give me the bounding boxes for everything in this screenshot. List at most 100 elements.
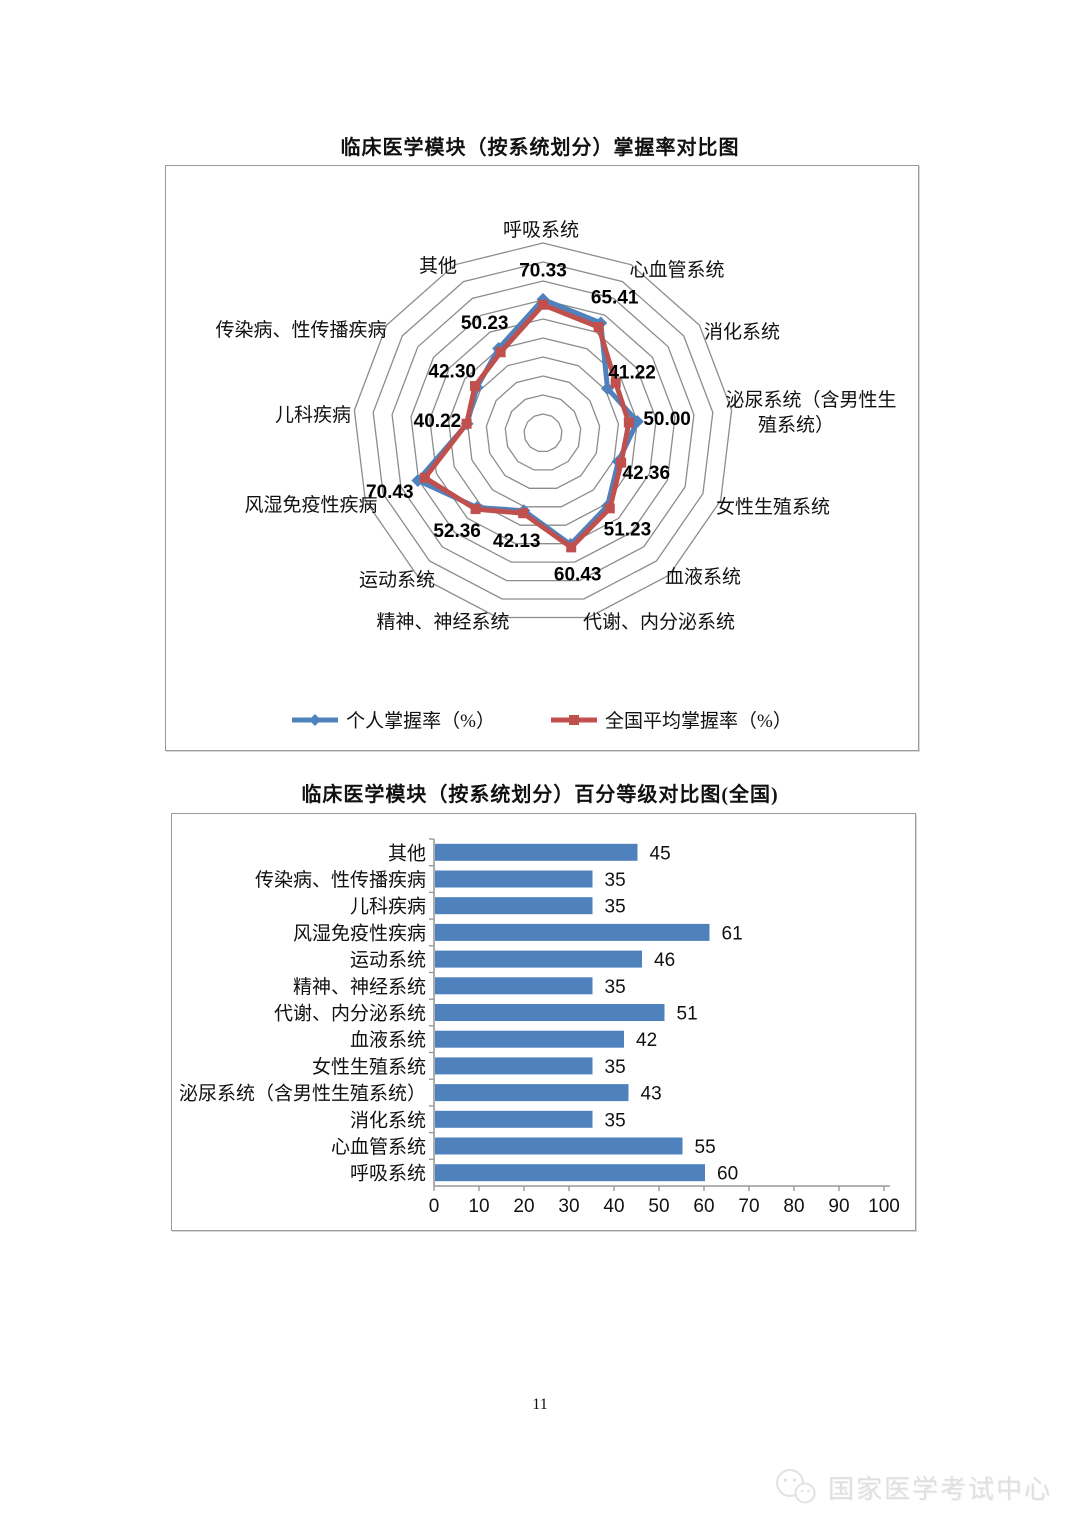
bar-category-label: 儿科疾病 <box>350 896 426 918</box>
radar-axis-label: 儿科疾病 <box>275 404 351 426</box>
x-axis-tick-label: 0 <box>429 1196 440 1217</box>
radar-axis-label: 心血管系统 <box>629 259 724 281</box>
radar-marker-square <box>623 417 634 428</box>
radar-data-label: 70.33 <box>519 260 567 281</box>
bar-value-label: 60 <box>717 1164 738 1185</box>
radar-plot: 70.33 65.41 41.22 50.00 42.36 51.23 60.43 42.13… <box>215 219 896 633</box>
bar-value-label: 45 <box>650 843 671 864</box>
bar-value-label: 55 <box>695 1137 716 1158</box>
radar-data-label: 40.22 <box>414 411 462 432</box>
bar-value-label: 35 <box>605 1057 626 1078</box>
bar-category-label: 消化系统 <box>350 1109 426 1131</box>
bar-category-label: 泌尿系统（含男性生殖系统） <box>179 1083 426 1105</box>
bar-category-label: 女性生殖系统 <box>312 1056 426 1078</box>
bar <box>435 1084 629 1102</box>
radar-marker-square <box>518 508 529 519</box>
bar <box>435 1110 593 1128</box>
radar-data-label: 42.13 <box>493 531 541 552</box>
x-axis-tick-label: 30 <box>558 1196 579 1217</box>
radar-data-label: 51.23 <box>604 519 652 540</box>
x-axis-tick-label: 40 <box>603 1196 624 1217</box>
radar-data-label: 70.43 <box>366 482 414 503</box>
radar-legend: 个人掌握率（%） 全国平均掌握率（%） <box>166 706 918 733</box>
legend-marker-personal-icon <box>292 713 339 726</box>
bar-category-label: 心血管系统 <box>331 1136 426 1158</box>
radar-gridline <box>410 299 676 563</box>
radar-chart: 70.33 65.41 41.22 50.00 42.36 51.23 60.43 42.13… <box>165 165 919 751</box>
x-axis-tick-label: 100 <box>868 1196 900 1217</box>
radar-gridline <box>429 318 657 545</box>
radar-marker-square <box>419 472 430 483</box>
radar-axis-label: 其他 <box>419 255 457 277</box>
radar-data-label: 42.36 <box>623 463 671 484</box>
radar-data-label: 50.23 <box>461 313 509 334</box>
radar-axis-label: 风湿免疫性疾病 <box>244 494 377 516</box>
radar-axis-label: 运动系统 <box>359 569 435 591</box>
page-number: 11 <box>532 1396 548 1413</box>
bar <box>435 950 642 968</box>
legend-marker-national-icon <box>551 714 597 725</box>
radar-data-label: 50.00 <box>643 409 691 430</box>
radar-axis-label: 传染病、性传播疾病 <box>215 319 386 341</box>
x-axis-tick-label: 20 <box>513 1196 534 1217</box>
footer-brand-text: 国家医学考试中心 <box>827 1474 1052 1504</box>
x-axis-tick-label: 70 <box>738 1196 759 1217</box>
legend-label-national: 全国平均掌握率（%） <box>605 711 792 732</box>
radar-marker-square <box>610 377 621 388</box>
wechat-icon <box>775 1469 816 1504</box>
radar-marker-diamond <box>630 415 644 429</box>
footer-watermark: 国家医学考试中心 <box>772 1466 1052 1508</box>
radar-marker-square <box>616 457 627 468</box>
radar-marker-square <box>566 542 577 553</box>
bar <box>435 1030 624 1048</box>
bar <box>435 870 593 888</box>
radar-gridline <box>353 242 733 619</box>
radar-marker-diamond <box>600 382 614 396</box>
x-axis-tick-label: 60 <box>693 1196 714 1217</box>
x-axis-tick-label: 10 <box>468 1196 489 1217</box>
radar-data-label: 42.30 <box>428 361 476 382</box>
bar-value-label: 51 <box>677 1004 698 1025</box>
radar-chart-title: 临床医学模块（按系统划分）掌握率对比图 <box>340 137 740 159</box>
radar-marker-square <box>470 504 481 515</box>
bar <box>435 1057 593 1075</box>
bar-value-label: 46 <box>654 950 675 971</box>
bar-category-label: 呼吸系统 <box>350 1163 426 1185</box>
radar-axis-label: 精神、神经系统 <box>376 611 509 633</box>
bar-value-label: 42 <box>636 1030 657 1051</box>
legend-item-personal: 个人掌握率（%） <box>292 706 495 733</box>
legend-label-personal: 个人掌握率（%） <box>346 711 495 732</box>
bar-category-label: 传染病、性传播疾病 <box>255 869 426 891</box>
radar-data-label: 65.41 <box>591 287 639 308</box>
radar-gridline <box>391 280 695 582</box>
radar-axis-label: 血液系统 <box>665 566 741 588</box>
bar <box>435 1137 683 1155</box>
bar-value-label: 35 <box>605 870 626 891</box>
x-axis-tick-label: 80 <box>783 1196 804 1217</box>
bar-value-label: 35 <box>605 897 626 918</box>
radar-gridline <box>466 356 620 508</box>
bar-plot: 其他 45 传染病、性传播疾病 35 儿科疾病 35 风湿免疫性疾病 61 运动系统 46 精神、神… <box>179 838 900 1217</box>
bar-value-label: 61 <box>722 923 743 944</box>
bar-value-label: 35 <box>605 977 626 998</box>
radar-gridline <box>372 261 714 600</box>
bar-chart-title: 临床医学模块（按系统划分）百分等级对比图(全国) <box>301 784 779 806</box>
radar-series-1 <box>422 302 632 550</box>
radar-axis-label: 泌尿系统（含男性生 <box>725 389 896 411</box>
bar-value-label: 43 <box>641 1084 662 1105</box>
x-axis-tick-label: 50 <box>648 1196 669 1217</box>
radar-gridline <box>504 394 582 471</box>
bar <box>435 897 593 915</box>
bar <box>435 1004 665 1021</box>
radar-marker-square <box>593 322 604 333</box>
bar-category-label: 血液系统 <box>350 1029 426 1051</box>
radar-axis-label: 呼吸系统 <box>503 219 579 241</box>
radar-axis-label: 女性生殖系统 <box>716 496 830 518</box>
radar-axis-label: 殖系统） <box>758 414 834 436</box>
bar-chart: 其他 45 传染病、性传播疾病 35 儿科疾病 35 风湿免疫性疾病 61 运动系统 46 精神、神… <box>171 813 916 1231</box>
bar-value-label: 35 <box>605 1110 626 1131</box>
radar-axis-label: 代谢、内分泌系统 <box>583 611 735 633</box>
bar <box>435 843 638 861</box>
radar-marker-square <box>461 418 472 429</box>
